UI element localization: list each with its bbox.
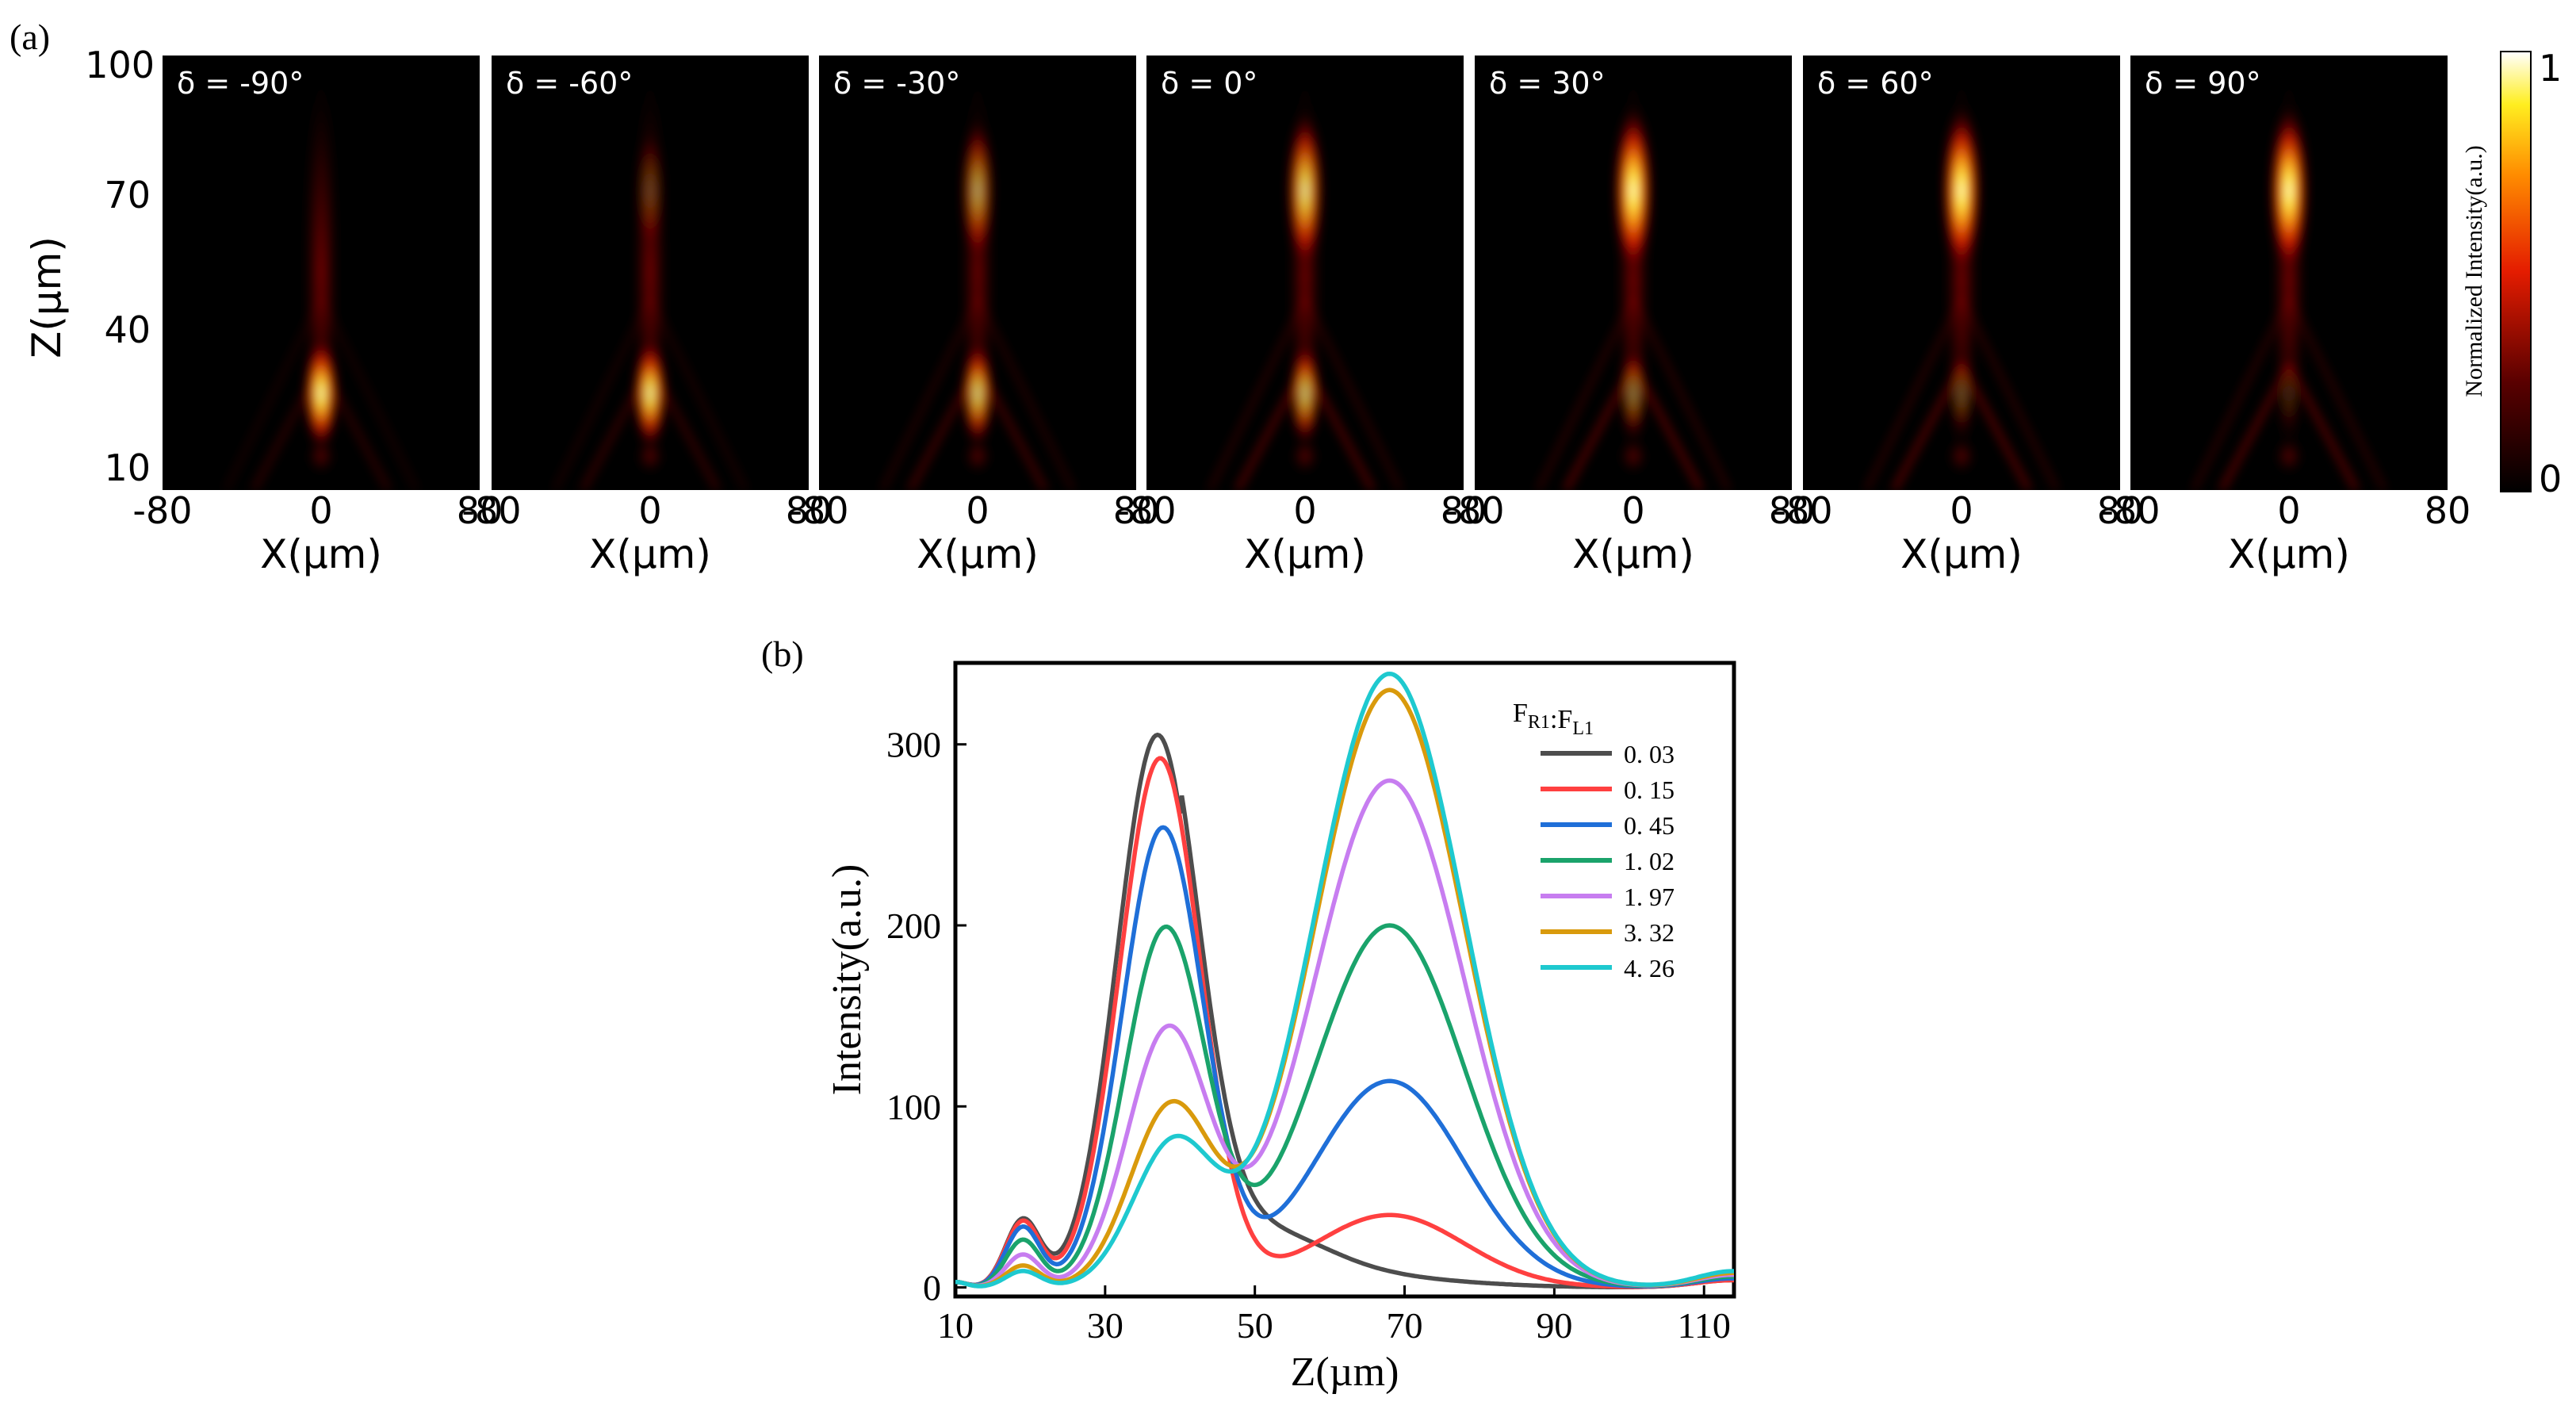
x-axis-label: X(µm): [1572, 531, 1694, 577]
x-tick-label: 80: [2097, 489, 2144, 532]
series-line-3: [955, 923, 1734, 1289]
delta-label: δ = -60°: [506, 66, 633, 101]
intensity-map-2: δ = -30° -80 0 80 X(µm): [789, 56, 1159, 577]
x-tick-label: 0: [966, 489, 989, 532]
x-tick-label: 80: [2425, 489, 2471, 532]
intensity-map-4: δ = 30° -80 0 80 X(µm): [1445, 56, 1815, 577]
x-tick-label: 0: [309, 489, 332, 532]
legend-entry: 1. 97: [1624, 883, 1675, 911]
delta-label: δ = 30°: [1489, 66, 1606, 101]
x-tick-label: -80: [1116, 489, 1176, 532]
x-axis-label: X(µm): [260, 531, 382, 577]
legend-entry: 0. 03: [1624, 740, 1675, 768]
z-axis-label: Z(µm): [24, 236, 70, 358]
delta-label: δ = 90°: [2145, 66, 2261, 101]
y-tick-label: 200: [886, 906, 941, 946]
intensity-map-1: δ = -60° -80 0 80 X(µm): [461, 56, 832, 577]
x-tick-label: 0: [1621, 489, 1644, 532]
panel-b-label: (b): [761, 634, 804, 674]
x-tick-label: 0: [1293, 489, 1316, 532]
series-line-6: [955, 671, 1734, 1289]
x-axis-label: X(µm): [1244, 531, 1366, 577]
z-tick-100: 100: [85, 44, 155, 86]
legend-entry: 0. 15: [1624, 776, 1675, 804]
x-axis-label: X(µm): [2228, 531, 2350, 577]
x-tick-label: -80: [789, 489, 848, 532]
delta-label: δ = 60°: [1817, 66, 1934, 101]
intensity-map-5: δ = 60° -80 0 80 X(µm): [1773, 56, 2143, 577]
x-axis-label: X(µm): [589, 531, 711, 577]
x-axis-label: X(µm): [917, 531, 1039, 577]
x-tick-label: 30: [1087, 1305, 1123, 1346]
x-tick-label: 80: [457, 489, 503, 532]
legend-entry: 4. 26: [1624, 954, 1675, 982]
x-tick-label: 50: [1237, 1305, 1273, 1346]
x-tick-label: 0: [1950, 489, 1973, 532]
legend-entry: 3. 32: [1624, 918, 1675, 947]
x-tick-label: 0: [2277, 489, 2300, 532]
x-tick-label: 80: [1441, 489, 1487, 532]
intensity-map-0: δ = -90° -80 0 80 X(µm): [132, 56, 503, 577]
legend-entry: 0. 45: [1624, 811, 1675, 840]
delta-label: δ = -30°: [833, 66, 960, 101]
x-tick-label: 80: [1769, 489, 1816, 532]
x-tick-label: 90: [1536, 1305, 1572, 1346]
colorbar: [2500, 51, 2532, 492]
legend-entry: 1. 02: [1624, 847, 1675, 875]
x-axis-label: Z(µm): [1291, 1350, 1399, 1395]
x-tick-label: 70: [1387, 1305, 1423, 1346]
colorbar-max-label: 1: [2539, 47, 2562, 90]
x-tick-label: -80: [1773, 489, 1832, 532]
z-tick-70: 70: [104, 174, 151, 216]
series-line-2: [955, 825, 1734, 1289]
x-tick-label: -80: [2100, 489, 2160, 532]
x-axis-label: X(µm): [1900, 531, 2023, 577]
intensity-maps: δ = -90°-80 0 80X(µm)δ = -60°-80 0 80X(µm)δ …: [132, 56, 2471, 577]
delta-label: δ = -90°: [177, 66, 304, 101]
x-tick-label: -80: [1445, 489, 1504, 532]
z-tick-labels: 100 70 40 10: [85, 44, 155, 489]
y-tick-label: 100: [886, 1086, 941, 1127]
intensity-map-6: δ = 90° -80 0 80 X(µm): [2100, 56, 2471, 577]
colorbar-min-label: 0: [2539, 458, 2562, 500]
intensity-map-3: δ = 0° -80 0 80 X(µm): [1116, 56, 1487, 577]
y-tick-label: 300: [886, 725, 941, 765]
z-tick-10: 10: [104, 446, 151, 489]
x-tick-label: 80: [786, 489, 833, 532]
delta-label: δ = 0°: [1161, 66, 1257, 101]
z-tick-40: 40: [104, 308, 151, 351]
intensity-line-chart: 10 30 50 70 90 110 0 100 200 300 Z(µm) Intensity(a.…: [825, 661, 1736, 1395]
y-axis-label: Intensity(a.u.): [825, 864, 870, 1096]
x-tick-label: -80: [132, 489, 192, 532]
panel-a-label: (a): [10, 17, 50, 57]
x-tick-label: -80: [461, 489, 521, 532]
x-tick-label: 110: [1678, 1305, 1731, 1346]
colorbar-label: Normalized Intensity(a.u.): [2461, 145, 2487, 396]
x-tick-label: 80: [1113, 489, 1160, 532]
legend-title: FR1:FL1: [1513, 699, 1594, 739]
x-tick-label: 10: [937, 1305, 974, 1346]
y-tick-label: 0: [923, 1268, 941, 1308]
x-tick-label: 0: [638, 489, 661, 532]
